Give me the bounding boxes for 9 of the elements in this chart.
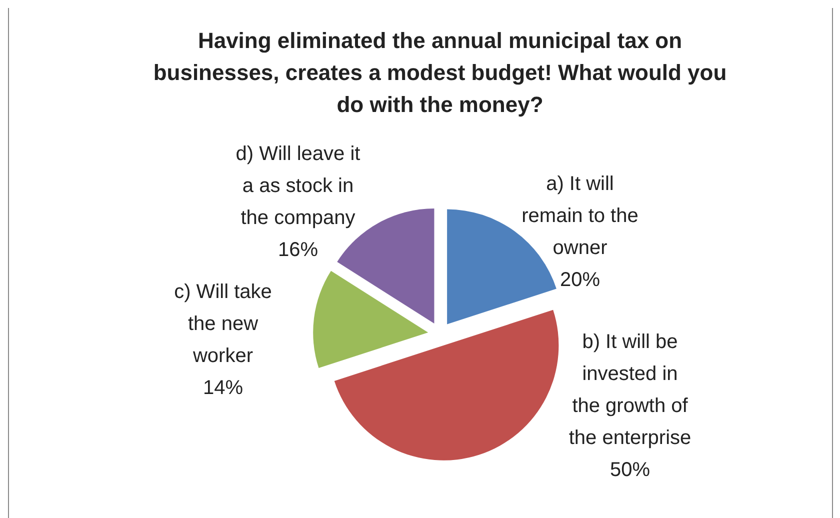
slice-label: b) It will be invested in the growth of the enterprise bbox=[568, 331, 692, 449]
data-label: 14% bbox=[202, 377, 244, 399]
slice-label: a) It will remain to the owner bbox=[522, 173, 638, 259]
slice-label: c) Will take the new worker bbox=[174, 281, 272, 367]
chart-title: Having eliminated the annual municipal tax on businesses, creates a modest budget! What would you do with the money? bbox=[153, 28, 727, 117]
data-label: 16% bbox=[278, 239, 318, 261]
data-label: 20% bbox=[560, 269, 600, 291]
slice-label: d) Will leave it a as stock in the company bbox=[236, 143, 361, 229]
data-label: 50% bbox=[610, 459, 650, 481]
